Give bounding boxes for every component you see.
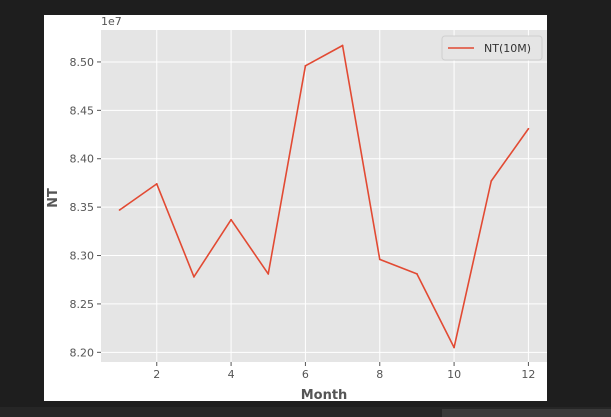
series-layer	[118, 44, 530, 349]
bottom-panel-edge	[0, 407, 611, 417]
data-point	[490, 180, 493, 182]
y-tick-label: 8.30	[70, 250, 95, 263]
y-tick-label: 8.40	[70, 153, 95, 166]
series-line	[119, 44, 530, 349]
y-tick-label: 8.25	[70, 298, 95, 311]
data-point	[118, 209, 121, 211]
y-tick-label: 8.20	[70, 346, 95, 359]
x-tick-label: 4	[228, 368, 235, 381]
plot-area	[101, 30, 547, 362]
x-tick-label: 6	[302, 368, 309, 381]
data-point	[527, 127, 530, 130]
data-point	[453, 346, 455, 349]
legend-label: NT(10M)	[484, 42, 531, 55]
y-axis-label: NT	[46, 188, 61, 208]
chart-figure: 2 4 6 8 10 12 8.20 8.25 8.30 8.35 8.40 8.45 8.50 1e7…	[44, 15, 547, 403]
x-tick-label: 10	[447, 368, 461, 381]
data-point	[304, 64, 307, 67]
y-tick-label: 8.35	[70, 201, 95, 214]
data-point	[341, 44, 344, 47]
data-point	[416, 273, 418, 275]
data-point	[267, 273, 270, 275]
x-tick-label: 12	[521, 368, 535, 381]
grid-lines	[101, 30, 547, 362]
line-chart: 2 4 6 8 10 12 8.20 8.25 8.30 8.35 8.40 8.45 8.50 1e7…	[46, 15, 547, 403]
legend-box	[441, 35, 543, 61]
legend: NT(10M)	[441, 35, 543, 61]
horizontal-scrollbar[interactable]	[442, 409, 611, 417]
data-point	[193, 275, 195, 278]
y-tick-label: 8.50	[70, 56, 95, 69]
data-point	[155, 183, 158, 185]
x-axis-label: Month	[301, 388, 348, 401]
x-tick-label: 8	[376, 368, 383, 381]
data-point	[230, 218, 232, 221]
x-tick-label: 2	[153, 368, 160, 381]
y-tick-label: 8.45	[70, 104, 95, 117]
y-offset-label: 1e7	[101, 15, 122, 28]
data-point	[378, 258, 381, 261]
axis-ticks: 2 4 6 8 10 12 8.20 8.25 8.30 8.35 8.40 8.45 8.50	[70, 56, 536, 381]
